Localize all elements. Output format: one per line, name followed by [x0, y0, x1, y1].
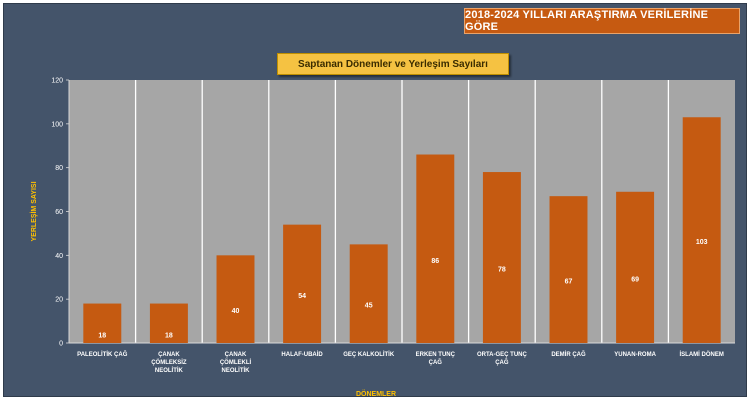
- y-tick-label: 40: [55, 253, 63, 260]
- y-tick-label: 20: [55, 297, 63, 304]
- category-label-line: ÇANAK: [158, 352, 180, 358]
- category-label-line: DEMİR ÇAĞ: [551, 350, 586, 358]
- y-tick-label: 80: [55, 165, 63, 172]
- data-label: 18: [98, 332, 106, 339]
- data-label: 103: [696, 239, 708, 246]
- y-tick-label: 120: [51, 78, 63, 85]
- category-label-line: NEOLİTİK: [155, 367, 184, 374]
- y-tick-label: 60: [55, 209, 63, 216]
- bar: [482, 172, 521, 343]
- bar: [216, 255, 255, 343]
- category-label: YUNAN-ROMA: [614, 352, 656, 358]
- data-label: 78: [498, 267, 506, 274]
- bar: [616, 191, 655, 343]
- period-banner: 2018-2024 YILLARI ARAŞTIRMA VERİLERİNE G…: [464, 8, 740, 34]
- bar: [549, 196, 588, 343]
- data-label: 67: [565, 279, 573, 286]
- bar: [83, 303, 122, 343]
- category-label-line: ÇANAK: [225, 352, 247, 358]
- x-axis-title: DÖNEMLER: [356, 389, 396, 397]
- data-label: 18: [165, 332, 173, 339]
- category-label: ERKEN TUNÇ ÇAĞ: [416, 352, 456, 366]
- bar: [349, 244, 388, 343]
- category-label: ÇANAK ÇÖMLEKLİ NEOLİTİK: [220, 352, 252, 374]
- category-label-line: ÇÖMLEKSİZ: [151, 359, 187, 366]
- category-label-line: ÇÖMLEKLİ: [220, 359, 252, 366]
- category-label-line: PALEOLİTİK ÇAĞ: [77, 350, 128, 358]
- category-label: DEMİR ÇAĞ: [551, 350, 586, 358]
- category-label-line: HALAF-UBAİD: [281, 351, 323, 358]
- bar: [283, 224, 322, 343]
- category-label: HALAF-UBAİD: [281, 351, 323, 358]
- bar: [682, 117, 721, 343]
- data-label: 54: [298, 293, 306, 300]
- data-label: 45: [365, 303, 373, 310]
- category-label-line: ÇAĞ: [429, 358, 443, 366]
- category-label-line: YUNAN-ROMA: [614, 352, 656, 358]
- chart-title: Saptanan Dönemler ve Yerleşim Sayıları: [277, 53, 509, 75]
- category-label-line: İSLAMİ DÖNEM: [680, 351, 724, 358]
- bar: [149, 303, 188, 343]
- category-label: İSLAMİ DÖNEM: [680, 351, 724, 358]
- y-tick-label: 0: [59, 341, 63, 348]
- category-label-line: NEOLİTİK: [222, 367, 251, 374]
- category-label-line: GEÇ KALKOLİTİK: [343, 351, 395, 358]
- category-label: GEÇ KALKOLİTİK: [343, 351, 395, 358]
- category-label-line: ERKEN TUNÇ: [416, 352, 456, 358]
- category-label: PALEOLİTİK ÇAĞ: [77, 350, 128, 358]
- category-label-line: ÇAĞ: [495, 358, 509, 366]
- chart-background: 2018-2024 YILLARI ARAŞTIRMA VERİLERİNE G…: [3, 3, 747, 397]
- category-label: ORTA-GEÇ TUNÇ ÇAĞ: [477, 352, 528, 366]
- category-label-line: ORTA-GEÇ TUNÇ: [477, 352, 528, 358]
- category-label: ÇANAK ÇÖMLEKSİZ NEOLİTİK: [151, 352, 187, 374]
- data-label: 69: [631, 276, 639, 283]
- y-tick-label: 100: [51, 121, 63, 128]
- y-axis-title: YERLEŞİM SAYISI: [30, 181, 38, 241]
- bar: [416, 154, 455, 343]
- data-label: 86: [431, 258, 439, 265]
- data-label: 40: [232, 308, 240, 315]
